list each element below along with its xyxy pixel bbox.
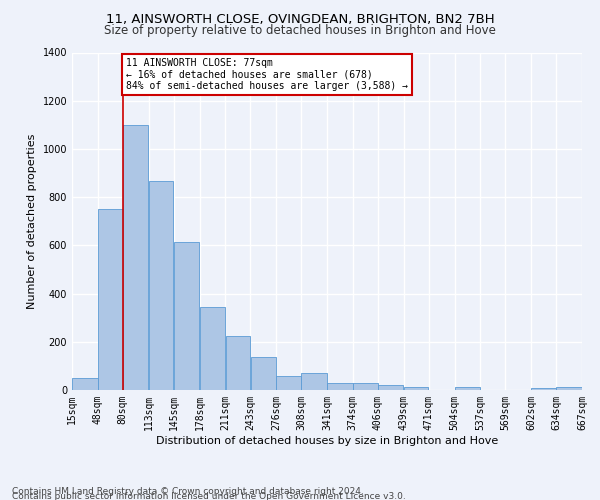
Text: Contains HM Land Registry data © Crown copyright and database right 2024.: Contains HM Land Registry data © Crown c… bbox=[12, 486, 364, 496]
Bar bbox=[98, 209, 122, 390]
Text: 11 AINSWORTH CLOSE: 77sqm
← 16% of detached houses are smaller (678)
84% of semi: 11 AINSWORTH CLOSE: 77sqm ← 16% of detac… bbox=[126, 58, 408, 91]
Bar bbox=[404, 387, 428, 390]
Bar bbox=[532, 388, 556, 390]
Bar bbox=[378, 385, 403, 390]
Text: 11, AINSWORTH CLOSE, OVINGDEAN, BRIGHTON, BN2 7BH: 11, AINSWORTH CLOSE, OVINGDEAN, BRIGHTON… bbox=[106, 12, 494, 26]
Bar bbox=[174, 242, 199, 390]
Bar bbox=[226, 336, 250, 390]
Bar bbox=[200, 307, 225, 390]
Bar bbox=[455, 387, 480, 390]
Bar bbox=[251, 358, 276, 390]
X-axis label: Distribution of detached houses by size in Brighton and Hove: Distribution of detached houses by size … bbox=[156, 436, 498, 446]
Bar bbox=[277, 376, 301, 390]
Bar bbox=[123, 125, 148, 390]
Text: Contains public sector information licensed under the Open Government Licence v3: Contains public sector information licen… bbox=[12, 492, 406, 500]
Bar bbox=[72, 378, 98, 390]
Bar bbox=[353, 383, 377, 390]
Bar bbox=[556, 387, 582, 390]
Bar bbox=[327, 383, 353, 390]
Bar bbox=[149, 182, 173, 390]
Bar bbox=[301, 373, 327, 390]
Text: Size of property relative to detached houses in Brighton and Hove: Size of property relative to detached ho… bbox=[104, 24, 496, 37]
Y-axis label: Number of detached properties: Number of detached properties bbox=[27, 134, 37, 309]
